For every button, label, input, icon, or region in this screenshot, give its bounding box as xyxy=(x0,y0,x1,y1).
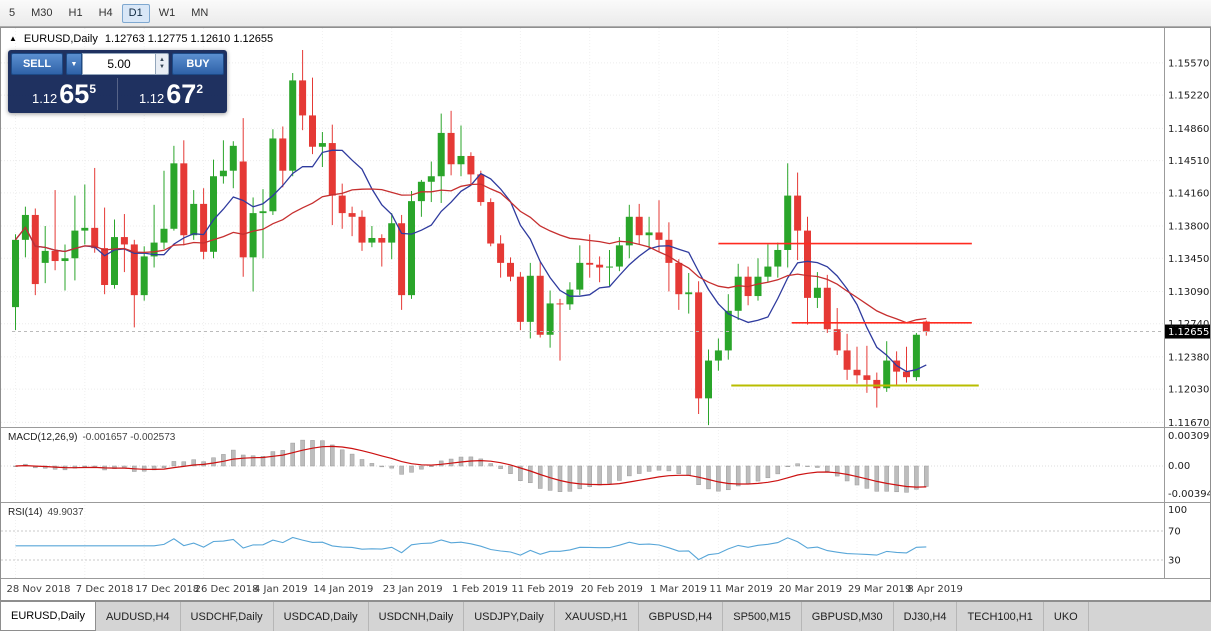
chart-tab-sp500-m15[interactable]: SP500,M15 xyxy=(723,602,802,631)
chart-tab-usdjpy-daily[interactable]: USDJPY,Daily xyxy=(464,602,555,631)
svg-text:1 Mar 2019: 1 Mar 2019 xyxy=(650,584,707,595)
moving-average-lines xyxy=(14,149,927,373)
volume-control: ▼ ▲ ▼ xyxy=(66,53,169,75)
chart-ohlc-values: 1.12763 1.12775 1.12610 1.12655 xyxy=(104,33,274,45)
current-price-line: 1.12655 xyxy=(12,324,1210,339)
volume-dropdown-icon[interactable]: ▼ xyxy=(66,53,82,75)
rsi-indicator: 100 70 30 xyxy=(1,505,1187,567)
rsi-label: RSI(14) 49.9037 xyxy=(8,507,84,518)
chart-tab-gbpusd-h4[interactable]: GBPUSD,H4 xyxy=(639,602,724,631)
buy-price-pips: 67 xyxy=(166,79,197,109)
rsi-value: 49.9037 xyxy=(47,507,84,518)
chart-tab-usdcnh-daily[interactable]: USDCNH,Daily xyxy=(369,602,465,631)
buy-price-point: 2 xyxy=(196,82,204,96)
svg-text:8 Apr 2019: 8 Apr 2019 xyxy=(907,584,962,595)
svg-text:0.003095: 0.003095 xyxy=(1168,431,1211,442)
svg-text:11 Feb 2019: 11 Feb 2019 xyxy=(511,584,573,595)
svg-text:30: 30 xyxy=(1168,556,1181,567)
chart-tab-audusd-h4[interactable]: AUDUSD,H4 xyxy=(96,602,181,631)
chart-tab-usdcad-daily[interactable]: USDCAD,Daily xyxy=(274,602,369,631)
timeframe-button-5[interactable]: 5 xyxy=(9,6,16,19)
svg-text:20 Mar 2019: 20 Mar 2019 xyxy=(779,584,842,595)
chart-tab-eurusd-daily[interactable]: EURUSD,Daily xyxy=(0,602,96,631)
macd-values: -0.001657 -0.002573 xyxy=(82,432,176,443)
chart-symbol-label: EURUSD,Daily xyxy=(23,33,98,45)
svg-text:1.12030: 1.12030 xyxy=(1168,385,1209,396)
svg-text:1.13090: 1.13090 xyxy=(1168,287,1209,298)
timeframe-button-h1[interactable]: H1 xyxy=(68,6,83,19)
timeframe-button-h4[interactable]: H4 xyxy=(98,6,113,19)
svg-text:7 Dec 2018: 7 Dec 2018 xyxy=(76,584,134,595)
rsi-name: RSI(14) xyxy=(8,507,43,518)
svg-text:11 Mar 2019: 11 Mar 2019 xyxy=(709,584,772,595)
volume-input[interactable] xyxy=(82,53,156,75)
sell-price-button[interactable]: 1.12 65 5 xyxy=(11,78,118,110)
macd-label: MACD(12,26,9) -0.001657 -0.002573 xyxy=(8,432,175,443)
buy-price-button[interactable]: 1.12 67 2 xyxy=(118,78,224,110)
svg-text:0.00: 0.00 xyxy=(1168,461,1190,472)
svg-text:1.13800: 1.13800 xyxy=(1168,222,1209,233)
svg-text:1.11670: 1.11670 xyxy=(1168,418,1209,429)
stepper-down-icon[interactable]: ▼ xyxy=(159,64,165,70)
svg-text:1.13450: 1.13450 xyxy=(1168,254,1209,265)
svg-text:28 Nov 2018: 28 Nov 2018 xyxy=(7,584,71,595)
timeframe-toolbar: 5 M30 H1 H4 D1 W1 MN xyxy=(0,0,1211,27)
sell-button[interactable]: SELL xyxy=(11,53,63,75)
chart-tab-usdchf-daily[interactable]: USDCHF,Daily xyxy=(181,602,274,631)
one-click-trading-panel: SELL ▼ ▲ ▼ BUY 1.12 65 5 1.12 67 2 xyxy=(8,50,227,113)
chart-tab-uko[interactable]: UKO xyxy=(1044,602,1089,631)
stepper-up-icon[interactable]: ▲ xyxy=(159,57,165,64)
sell-price-pips: 65 xyxy=(59,79,90,109)
candles xyxy=(12,49,930,426)
svg-text:1 Feb 2019: 1 Feb 2019 xyxy=(452,584,508,595)
buy-button[interactable]: BUY xyxy=(172,53,224,75)
svg-text:1.14160: 1.14160 xyxy=(1168,188,1209,199)
timeframe-button-d1[interactable]: D1 xyxy=(121,3,150,23)
svg-text:1.12380: 1.12380 xyxy=(1168,352,1209,363)
svg-text:1.14510: 1.14510 xyxy=(1168,156,1209,167)
svg-text:4 Jan 2019: 4 Jan 2019 xyxy=(254,584,308,595)
svg-text:1.14860: 1.14860 xyxy=(1168,124,1209,135)
chart-grid xyxy=(1,28,1164,578)
chart-tab-dj30-h4[interactable]: DJ30,H4 xyxy=(894,602,958,631)
svg-text:26 Dec 2018: 26 Dec 2018 xyxy=(195,584,259,595)
chart-tab-gbpusd-m30[interactable]: GBPUSD,M30 xyxy=(802,602,894,631)
svg-text:1.15220: 1.15220 xyxy=(1168,91,1209,102)
sell-price-point: 5 xyxy=(89,82,97,96)
chart-header: ▲ EURUSD,Daily 1.12763 1.12775 1.12610 1… xyxy=(9,33,273,45)
svg-text:-0.003947: -0.003947 xyxy=(1168,489,1211,500)
svg-text:100: 100 xyxy=(1168,505,1187,516)
svg-text:1.15570: 1.15570 xyxy=(1168,58,1209,69)
volume-stepper[interactable]: ▲ ▼ xyxy=(156,53,169,75)
timeframe-button-m30[interactable]: M30 xyxy=(31,6,53,19)
chart-tab-xauusd-h1[interactable]: XAUUSD,H1 xyxy=(555,602,639,631)
svg-text:17 Dec 2018: 17 Dec 2018 xyxy=(135,584,199,595)
timeframe-button-mn[interactable]: MN xyxy=(191,6,209,19)
support-resistance-lines[interactable] xyxy=(718,242,979,387)
buy-price-prefix: 1.12 xyxy=(138,90,165,106)
pane-borders xyxy=(0,27,1211,601)
macd-indicator: 0.003095 0.00 -0.003947 xyxy=(1,431,1211,500)
svg-text:1.12740: 1.12740 xyxy=(1168,319,1209,330)
sell-price-prefix: 1.12 xyxy=(31,90,58,106)
svg-text:20 Feb 2019: 20 Feb 2019 xyxy=(581,584,643,595)
macd-name: MACD(12,26,9) xyxy=(8,432,78,443)
timeframe-button-w1[interactable]: W1 xyxy=(158,6,176,19)
svg-text:29 Mar 2019: 29 Mar 2019 xyxy=(848,584,911,595)
svg-text:23 Jan 2019: 23 Jan 2019 xyxy=(383,584,443,595)
svg-text:70: 70 xyxy=(1168,527,1181,538)
chart-tab-bar: EURUSD,Daily AUDUSD,H4 USDCHF,Daily USDCAD,… xyxy=(0,601,1211,631)
svg-text:14 Jan 2019: 14 Jan 2019 xyxy=(313,584,373,595)
svg-text:1.12655: 1.12655 xyxy=(1168,327,1209,338)
chart-tab-tech100-h1[interactable]: TECH100,H1 xyxy=(957,602,1044,631)
symbol-direction-icon: ▲ xyxy=(9,34,17,43)
price-axis: 1.15570 1.15220 1.14860 1.14510 1.14160 1.138… xyxy=(1168,58,1209,428)
